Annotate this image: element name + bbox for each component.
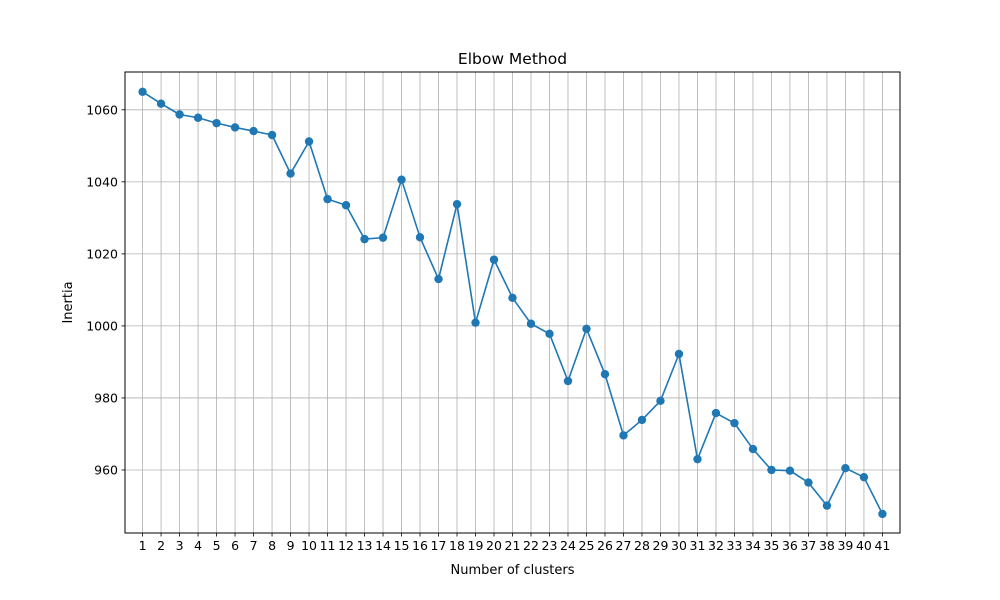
x-tick-label: 9	[287, 538, 295, 553]
x-tick-label: 8	[268, 538, 276, 553]
data-point	[804, 478, 813, 487]
data-point	[212, 118, 221, 128]
series-layer	[138, 87, 887, 519]
x-tick-label: 4	[194, 538, 202, 553]
x-tick-label: 14	[375, 538, 391, 553]
x-tick-label: 19	[468, 538, 484, 553]
x-axis-ticks: 1 2 3 4 5 6 7 8 9 10 11 12 13 14 15 16 17 18 19 20 21 22 23 24 2…	[139, 533, 890, 553]
x-tick-label: 30	[671, 538, 687, 553]
x-tick-label: 34	[745, 538, 761, 553]
x-tick-label: 5	[213, 538, 221, 553]
data-point	[767, 465, 776, 475]
x-tick-label: 28	[634, 538, 650, 553]
data-point	[230, 123, 240, 132]
data-point	[563, 376, 573, 386]
grid-lines	[125, 72, 900, 533]
data-point	[822, 501, 832, 510]
data-point	[341, 201, 351, 210]
x-tick-label: 31	[690, 538, 706, 553]
y-tick-label: 980	[94, 390, 118, 405]
x-tick-label: 1	[139, 538, 147, 553]
x-tick-label: 29	[653, 538, 669, 553]
data-point	[175, 110, 184, 119]
x-tick-label: 13	[357, 538, 373, 553]
data-point	[323, 194, 332, 204]
data-point	[434, 274, 443, 284]
y-tick-label: 1000	[86, 318, 118, 333]
x-tick-label: 32	[708, 538, 724, 553]
data-point	[674, 349, 684, 359]
x-tick-label: 27	[616, 538, 632, 553]
data-point	[878, 509, 887, 519]
x-tick-label: 15	[394, 538, 410, 553]
data-point	[138, 87, 147, 97]
y-tick-label: 1020	[86, 246, 118, 261]
data-point	[545, 329, 554, 339]
data-point	[785, 466, 795, 475]
data-point	[508, 293, 517, 303]
x-tick-label: 10	[301, 538, 317, 553]
x-tick-label: 16	[412, 538, 428, 553]
x-tick-label: 33	[727, 538, 743, 553]
data-point	[600, 369, 610, 379]
data-point	[378, 233, 388, 242]
x-tick-label: 25	[579, 538, 595, 553]
x-tick-label: 36	[782, 538, 798, 553]
data-point	[360, 234, 369, 244]
x-tick-label: 2	[157, 538, 165, 553]
x-tick-label: 3	[176, 538, 184, 553]
y-axis-ticks: 960 980 1000 1020 1040 1060	[86, 102, 125, 477]
data-point	[489, 255, 499, 264]
x-tick-label: 38	[819, 538, 835, 553]
x-tick-label: 20	[486, 538, 502, 553]
x-tick-label: 35	[763, 538, 779, 553]
y-axis-label: Inertia	[61, 281, 76, 323]
data-point	[859, 472, 869, 482]
data-point	[656, 396, 665, 406]
data-point	[267, 130, 277, 140]
x-tick-label: 40	[856, 538, 872, 553]
data-point	[249, 126, 258, 136]
x-tick-label: 17	[431, 538, 447, 553]
data-point	[619, 431, 628, 440]
x-tick-label: 11	[320, 538, 336, 553]
data-point	[193, 113, 203, 122]
x-tick-label: 37	[800, 538, 816, 553]
data-point	[582, 324, 591, 333]
data-point	[748, 444, 758, 454]
data-point	[471, 318, 480, 327]
x-tick-label: 21	[505, 538, 521, 553]
y-tick-label: 1060	[86, 102, 118, 117]
x-tick-label: 26	[597, 538, 613, 553]
x-tick-label: 23	[542, 538, 558, 553]
x-tick-label: 39	[837, 538, 853, 553]
data-point	[397, 175, 406, 184]
x-tick-label: 22	[523, 538, 539, 553]
x-tick-label: 24	[560, 538, 576, 553]
data-point	[286, 169, 295, 178]
data-point	[526, 319, 536, 328]
data-point	[156, 99, 166, 108]
data-point	[730, 418, 739, 428]
data-point	[693, 454, 702, 464]
data-point	[637, 415, 647, 425]
y-tick-label: 1040	[86, 174, 118, 189]
x-tick-label: 18	[449, 538, 465, 553]
data-point	[711, 408, 721, 418]
y-tick-label: 960	[94, 462, 118, 477]
x-tick-label: 7	[250, 538, 258, 553]
x-tick-label: 12	[338, 538, 354, 553]
data-point	[415, 233, 425, 242]
x-tick-label: 41	[874, 538, 890, 553]
data-point	[452, 199, 462, 209]
data-point	[841, 463, 850, 473]
x-tick-label: 6	[231, 538, 239, 553]
chart-title: Elbow Method	[458, 50, 567, 68]
data-point	[304, 137, 314, 146]
x-axis-label: Number of clusters	[450, 563, 574, 578]
